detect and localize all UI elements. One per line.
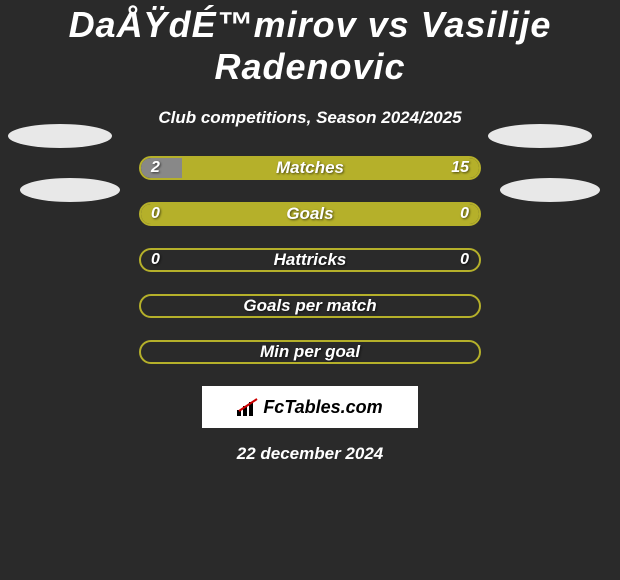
logo-label: FcTables.com <box>263 397 382 418</box>
stat-row: 00Goals <box>139 202 481 226</box>
stat-row: Min per goal <box>139 340 481 364</box>
club-badge-placeholder <box>20 178 120 202</box>
snapshot-date: 22 december 2024 <box>0 444 620 464</box>
stat-row: 00Hattricks <box>139 248 481 272</box>
stat-label: Matches <box>141 158 479 178</box>
logo-text: FcTables.com <box>237 397 382 418</box>
stat-label: Goals per match <box>141 296 479 316</box>
stat-label: Hattricks <box>141 250 479 270</box>
logo-box: FcTables.com <box>202 386 418 428</box>
stat-label: Goals <box>141 204 479 224</box>
stat-row: Goals per match <box>139 294 481 318</box>
club-badge-placeholder <box>8 124 112 148</box>
stat-row: 215Matches <box>139 156 481 180</box>
club-badge-placeholder <box>488 124 592 148</box>
comparison-title: DaÅŸdÉ™mirov vs Vasilije Radenovic <box>0 0 620 88</box>
club-badge-placeholder <box>500 178 600 202</box>
stat-label: Min per goal <box>141 342 479 362</box>
logo-chart-icon <box>237 398 259 416</box>
